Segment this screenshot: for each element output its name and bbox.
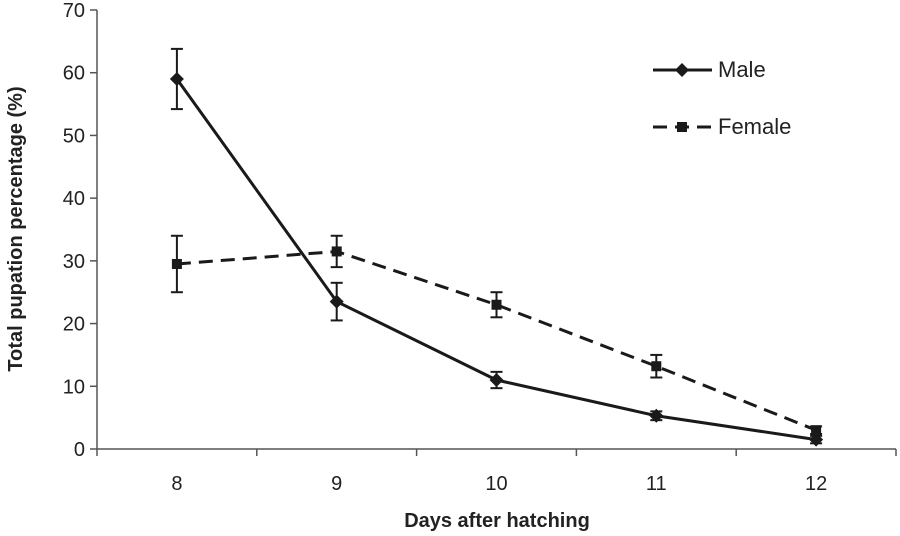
legend-male-label: Male — [718, 57, 766, 82]
y-tick-label-7: 70 — [63, 0, 85, 22]
point-male-1 — [329, 294, 344, 309]
y-tick-label-2: 20 — [63, 314, 85, 336]
legend-female-marker — [677, 122, 687, 132]
series-layer — [169, 47, 824, 447]
x-tick-label-1: 9 — [331, 473, 342, 495]
x-tick-label-3: 11 — [646, 473, 667, 495]
y-tick-label-0: 0 — [74, 439, 85, 461]
point-male-3 — [649, 408, 664, 423]
y-tick-label-3: 30 — [63, 251, 85, 273]
y-tick-label-5: 50 — [63, 125, 85, 147]
legend: Male Female — [653, 57, 791, 139]
x-tick-label-4: 12 — [805, 473, 827, 495]
y-axis-title: Total pupation percentage (%) — [5, 86, 27, 371]
legend-male-marker — [675, 63, 689, 77]
point-female-2 — [491, 299, 502, 310]
series-female — [170, 234, 823, 436]
series-female-line — [176, 249, 817, 432]
legend-item-male: Male — [653, 57, 766, 82]
legend-item-female: Female — [653, 114, 791, 139]
y-ticks: 0 10 20 30 40 50 60 70 — [63, 0, 97, 461]
legend-female-label: Female — [718, 114, 791, 139]
axes — [96, 10, 896, 450]
x-tick-label-2: 10 — [485, 473, 507, 495]
point-male-4 — [809, 432, 824, 447]
y-tick-label-6: 60 — [63, 63, 85, 85]
x-axis-title: Days after hatching — [404, 510, 590, 532]
series-male — [169, 47, 824, 447]
point-female-3 — [651, 361, 662, 372]
x-ticks: 8 9 10 11 12 — [96, 449, 897, 495]
y-tick-label-1: 10 — [63, 376, 85, 398]
point-female-0 — [171, 258, 182, 269]
point-male-2 — [489, 373, 504, 388]
point-female-4 — [811, 425, 822, 436]
x-tick-label-0: 8 — [171, 473, 182, 495]
point-male-0 — [169, 71, 184, 86]
point-female-1 — [331, 246, 342, 257]
y-tick-label-4: 40 — [63, 188, 85, 210]
